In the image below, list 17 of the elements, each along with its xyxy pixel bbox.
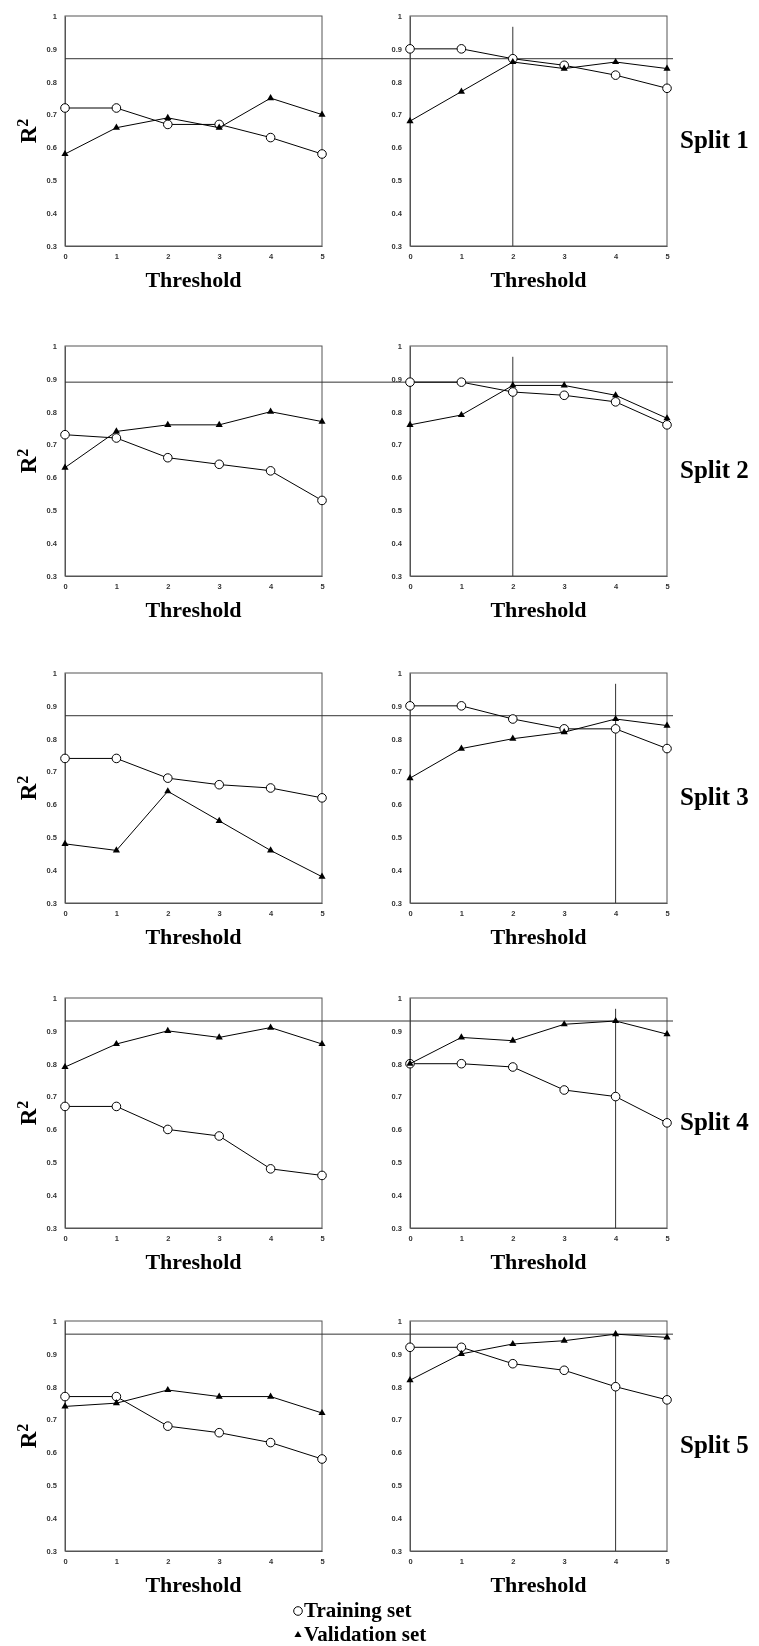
legend-label: Training set bbox=[304, 1598, 412, 1622]
legend-label: Validation set bbox=[304, 1622, 427, 1646]
x-axis-title: Threshold bbox=[145, 1249, 242, 1274]
text: Split 2 bbox=[680, 456, 749, 484]
x-axis-title: Threshold bbox=[490, 597, 587, 622]
x-axis-title: Threshold bbox=[490, 1572, 587, 1597]
text: Split 4 bbox=[680, 1108, 750, 1136]
text: Split 3 bbox=[680, 783, 749, 811]
text: Split 1 bbox=[680, 126, 749, 154]
x-axis-title: Threshold bbox=[490, 267, 587, 292]
x-axis-title: Threshold bbox=[490, 924, 587, 949]
x-axis-title: Threshold bbox=[145, 597, 242, 622]
x-axis-title: Threshold bbox=[145, 267, 242, 292]
x-axis-title: Threshold bbox=[490, 1249, 587, 1274]
text: Split 5 bbox=[680, 1431, 749, 1459]
x-axis-title: Threshold bbox=[145, 924, 242, 949]
x-axis-title: Threshold bbox=[145, 1572, 242, 1597]
